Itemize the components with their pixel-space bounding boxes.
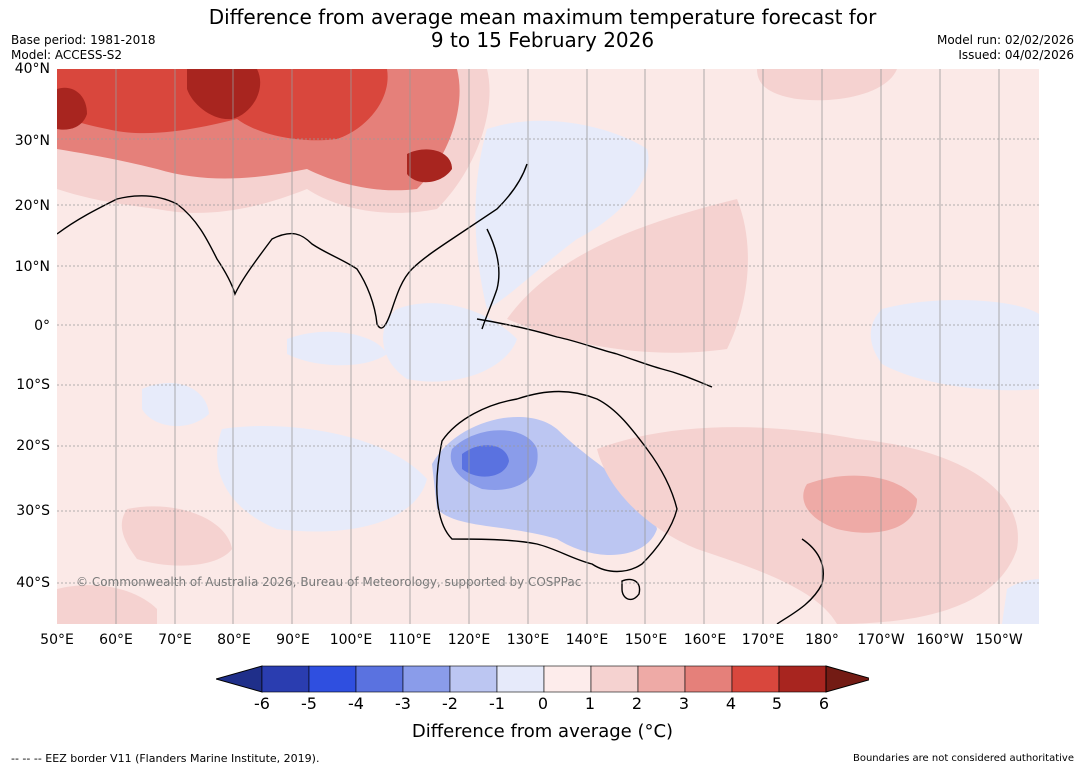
lon-label-50e: 50°E bbox=[40, 632, 74, 648]
lat-label-30n: 30°N bbox=[14, 133, 50, 149]
colorbar-tick: -3 bbox=[395, 694, 411, 713]
warm-region-west-pacific bbox=[507, 199, 748, 353]
colorbar-segment bbox=[543, 665, 592, 693]
lon-label-90e: 90°E bbox=[276, 632, 310, 648]
lat-label-equator: 0° bbox=[34, 318, 50, 334]
lon-label-110e: 110°E bbox=[388, 632, 432, 648]
copyright-credit: © Commonwealth of Australia 2026, Bureau… bbox=[76, 575, 582, 589]
model-name: Model: ACCESS-S2 bbox=[11, 48, 123, 62]
boundaries-disclaimer: Boundaries are not considered authoritat… bbox=[852, 753, 1074, 764]
colorbar-tick: 0 bbox=[537, 694, 549, 713]
lat-label-30s: 30°S bbox=[16, 503, 50, 519]
colorbar-tick: -1 bbox=[489, 694, 505, 713]
colorbar-segment bbox=[684, 665, 733, 693]
lon-label-150w: 150°W bbox=[975, 632, 1023, 648]
lon-label-170e: 170°E bbox=[741, 632, 785, 648]
lon-label-160w: 160°W bbox=[916, 632, 964, 648]
coolest-region-australia bbox=[462, 445, 509, 477]
map-title-line-1: Difference from average mean maximum tem… bbox=[208, 5, 877, 29]
colorbar-tick: 3 bbox=[678, 694, 690, 713]
lon-label-140e: 140°E bbox=[565, 632, 609, 648]
colorbar-tick: 2 bbox=[631, 694, 643, 713]
lat-label-40s: 40°S bbox=[16, 575, 50, 591]
temperature-anomaly-map bbox=[57, 69, 1039, 624]
lat-label-10s: 10°S bbox=[16, 377, 50, 393]
lat-label-40n: 40°N bbox=[14, 61, 50, 77]
eez-border-note: -- -- -- EEZ border V11 (Flanders Marine… bbox=[11, 752, 320, 765]
map-title-line-2: 9 to 15 February 2026 bbox=[430, 28, 655, 52]
colorbar-segment bbox=[496, 665, 545, 693]
colorbar-label: Difference from average (°C) bbox=[411, 721, 674, 742]
lon-label-180: 180° bbox=[805, 632, 839, 648]
lat-label-20s: 20°S bbox=[16, 438, 50, 454]
warm-region-south-indian bbox=[121, 506, 232, 566]
lon-label-60e: 60°E bbox=[99, 632, 133, 648]
hot-spot-west-asia bbox=[57, 87, 87, 130]
lon-label-70e: 70°E bbox=[158, 632, 192, 648]
colorbar-tick: 1 bbox=[584, 694, 596, 713]
colorbar-segment bbox=[402, 665, 451, 693]
colorbar-tick: 5 bbox=[771, 694, 783, 713]
cool-region-south-pacific bbox=[1002, 579, 1039, 624]
issued-date: Issued: 04/02/2026 bbox=[958, 48, 1074, 62]
lat-label-20n: 20°N bbox=[14, 198, 50, 214]
lon-label-160e: 160°E bbox=[683, 632, 727, 648]
lon-label-170w: 170°W bbox=[857, 632, 905, 648]
colorbar-segment bbox=[261, 665, 310, 693]
colorbar-extend-high bbox=[825, 665, 869, 693]
lon-label-80e: 80°E bbox=[217, 632, 251, 648]
colorbar bbox=[216, 665, 869, 693]
colorbar-segment bbox=[449, 665, 498, 693]
colorbar-segment bbox=[590, 665, 639, 693]
lon-label-130e: 130°E bbox=[506, 632, 550, 648]
cool-region-central-pacific bbox=[870, 299, 1039, 391]
lon-label-100e: 100°E bbox=[329, 632, 373, 648]
colorbar-tick: -2 bbox=[442, 694, 458, 713]
model-run: Model run: 02/02/2026 bbox=[936, 33, 1074, 47]
colorbar-segment bbox=[637, 665, 686, 693]
colorbar-tick: -5 bbox=[301, 694, 317, 713]
colorbar-tick: -4 bbox=[348, 694, 364, 713]
warm-region-southern-ocean bbox=[57, 585, 157, 624]
cool-region-south-indian bbox=[142, 383, 209, 427]
warm-region-southwest-pacific bbox=[597, 427, 1018, 624]
colorbar-extend-low bbox=[216, 665, 263, 693]
warmer-region-southwest-pacific bbox=[803, 475, 917, 533]
colorbar-tick: 6 bbox=[818, 694, 830, 713]
lon-label-120e: 120°E bbox=[447, 632, 491, 648]
cool-region-indian-ocean bbox=[287, 331, 387, 366]
warm-region-north-pacific bbox=[757, 69, 897, 101]
graticule bbox=[57, 69, 1039, 624]
lat-label-10n: 10°N bbox=[14, 259, 50, 275]
hottest-region-asia bbox=[187, 69, 261, 120]
colorbar-segment bbox=[355, 665, 404, 693]
colorbar-segment bbox=[308, 665, 357, 693]
colorbar-segment bbox=[778, 665, 827, 693]
tasmania-coastline bbox=[621, 578, 641, 601]
colorbar-tick: 4 bbox=[725, 694, 737, 713]
coastlines bbox=[57, 163, 824, 624]
base-period: Base period: 1981-2018 bbox=[11, 33, 156, 47]
australia-coastline bbox=[436, 390, 678, 573]
hot-spot-east-asia bbox=[407, 149, 452, 183]
colorbar-segment bbox=[731, 665, 780, 693]
indonesia-coastline bbox=[476, 318, 713, 388]
colorbar-tick: -6 bbox=[254, 694, 270, 713]
cool-region-southwest bbox=[217, 426, 427, 532]
philippines-coastline bbox=[481, 228, 500, 330]
cool-region-west-pacific bbox=[475, 120, 649, 309]
lon-label-150e: 150°E bbox=[624, 632, 668, 648]
